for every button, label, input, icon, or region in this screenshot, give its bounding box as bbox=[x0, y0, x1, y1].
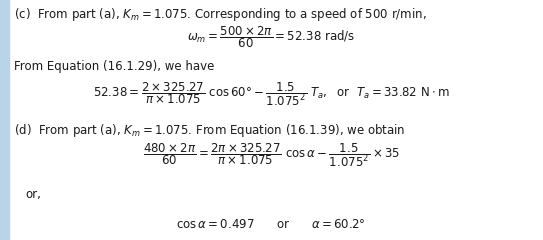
Text: or,: or, bbox=[25, 188, 41, 201]
Text: $\dfrac{480 \times 2\pi}{60} = \dfrac{2\pi \times 325.27}{\pi \times 1.075}\ \co: $\dfrac{480 \times 2\pi}{60} = \dfrac{2\… bbox=[142, 141, 400, 169]
Text: $52.38 = \dfrac{2 \times 325.27}{\pi \times 1.075}\ \cos 60° - \dfrac{1.5}{1.075: $52.38 = \dfrac{2 \times 325.27}{\pi \ti… bbox=[92, 80, 450, 108]
Text: $\omega_m = \dfrac{500 \times 2\pi}{60} = 52.38\ \mathrm{rad/s}$: $\omega_m = \dfrac{500 \times 2\pi}{60} … bbox=[187, 24, 355, 50]
Text: (c)  From part (a), $K_m = 1.075$. Corresponding to a speed of 500 r/min,: (c) From part (a), $K_m = 1.075$. Corres… bbox=[14, 6, 427, 23]
Text: From Equation (16.1.29), we have: From Equation (16.1.29), we have bbox=[14, 60, 214, 73]
Bar bbox=[0, 0, 9, 240]
Text: $\cos\alpha = 0.497\qquad \mathrm{or} \qquad \alpha = 60.2°$: $\cos\alpha = 0.497\qquad \mathrm{or} \q… bbox=[176, 218, 366, 231]
Text: (d)  From part (a), $K_m = 1.075$. From Equation (16.1.39), we obtain: (d) From part (a), $K_m = 1.075$. From E… bbox=[14, 122, 405, 139]
